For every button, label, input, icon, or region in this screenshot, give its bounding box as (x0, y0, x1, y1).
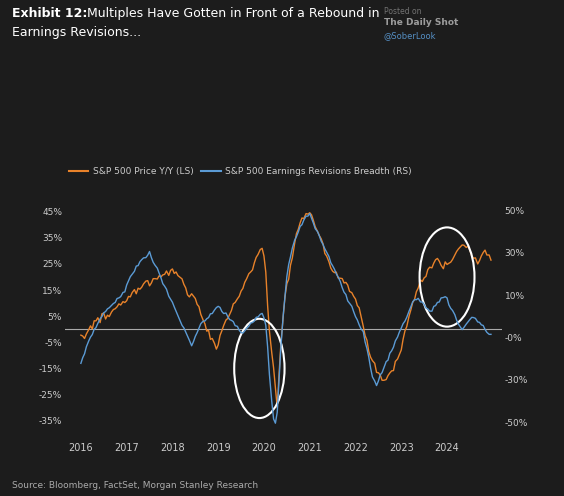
Text: Multiples Have Gotten in Front of a Rebound in: Multiples Have Gotten in Front of a Rebo… (87, 7, 380, 20)
Legend: S&P 500 Price Y/Y (LS), S&P 500 Earnings Revisions Breadth (RS): S&P 500 Price Y/Y (LS), S&P 500 Earnings… (65, 164, 416, 180)
Text: Exhibit 12:: Exhibit 12: (12, 7, 88, 20)
Text: The Daily Shot: The Daily Shot (384, 18, 458, 27)
Text: Earnings Revisions...: Earnings Revisions... (12, 26, 142, 39)
Text: @SoberLook: @SoberLook (384, 31, 436, 40)
Text: Source: Bloomberg, FactSet, Morgan Stanley Research: Source: Bloomberg, FactSet, Morgan Stanl… (12, 481, 258, 490)
Text: Posted on: Posted on (384, 7, 421, 16)
